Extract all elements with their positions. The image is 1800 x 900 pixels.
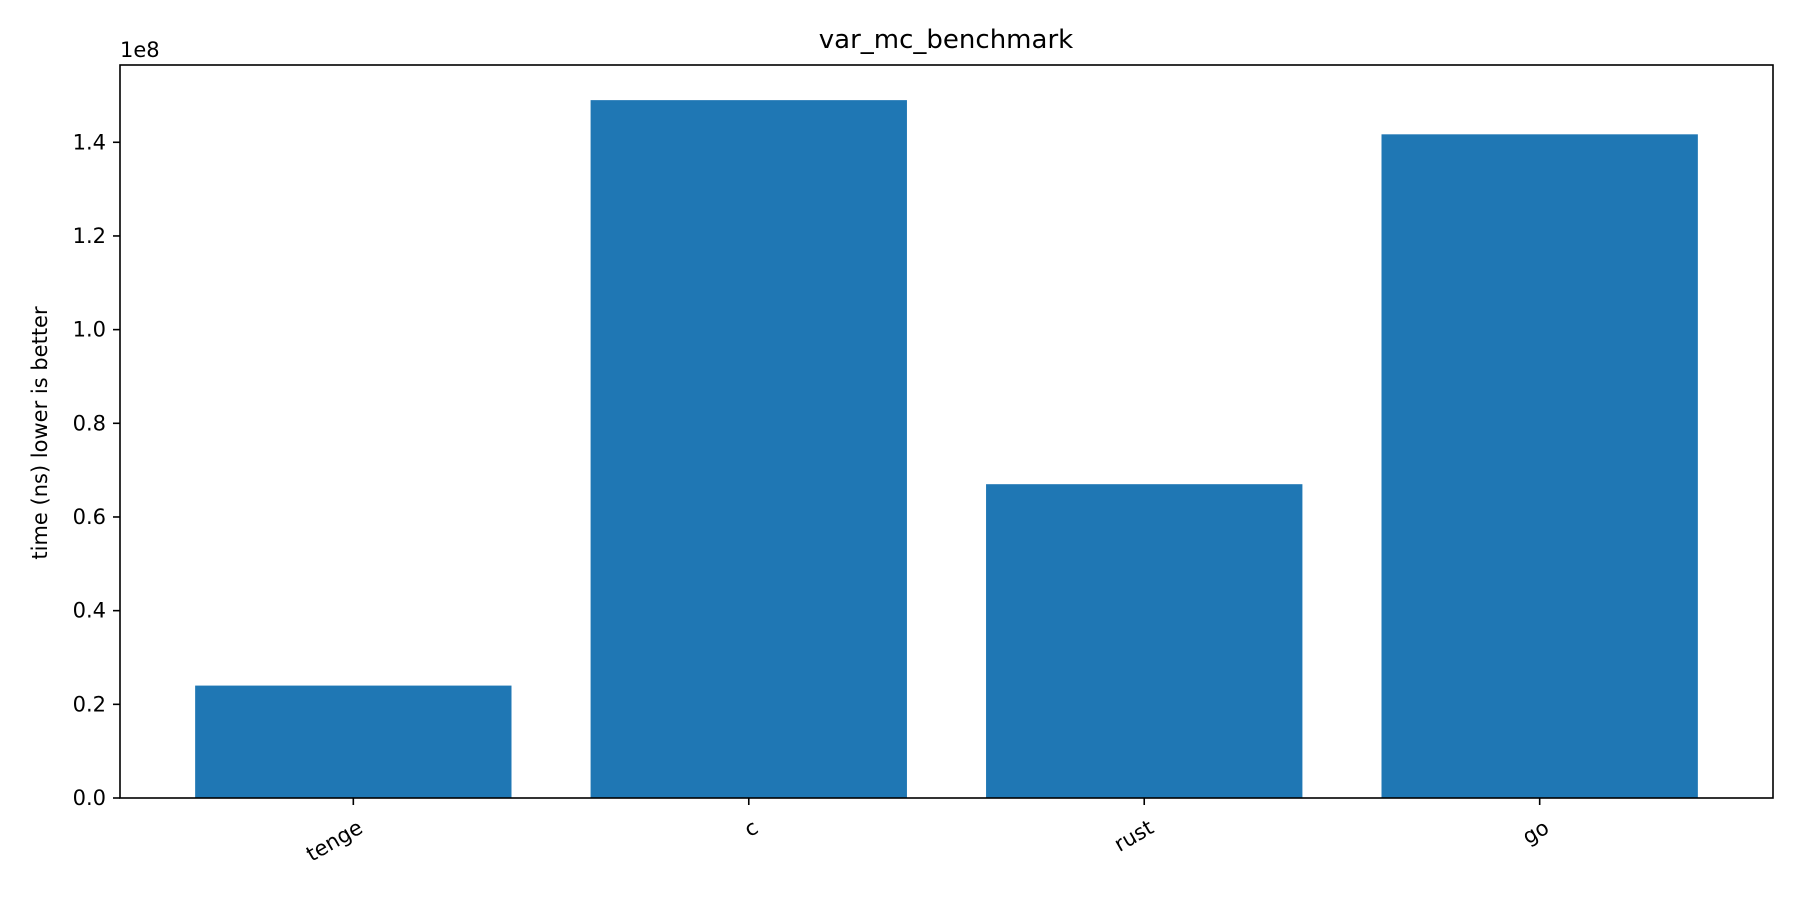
y-tick-label: 0.8 (73, 411, 106, 435)
y-tick-label: 0.4 (73, 599, 106, 623)
bar-go (1381, 134, 1698, 798)
y-ticks-layer: 0.0 0.2 0.4 0.6 0.8 1.0 1.2 1.4 (73, 130, 120, 810)
chart-title: var_mc_benchmark (819, 25, 1073, 55)
bar-rust (986, 484, 1303, 798)
y-tick-label: 0.2 (73, 692, 106, 716)
plot-frame (119, 64, 1774, 799)
y-axis-label: time (ns) lower is better (28, 306, 52, 560)
y-tick-label: 1.4 (73, 130, 106, 154)
y-tick-label: 1.2 (73, 224, 106, 248)
y-axis-offset-label: 1e8 (120, 38, 160, 62)
bar-tenge (195, 685, 512, 798)
y-tick-label: 0.6 (73, 505, 106, 529)
bars-layer (195, 100, 1698, 798)
y-tick-label: 0.0 (73, 786, 106, 810)
y-tick-label: 1.0 (73, 318, 106, 342)
bar-c (590, 100, 907, 798)
